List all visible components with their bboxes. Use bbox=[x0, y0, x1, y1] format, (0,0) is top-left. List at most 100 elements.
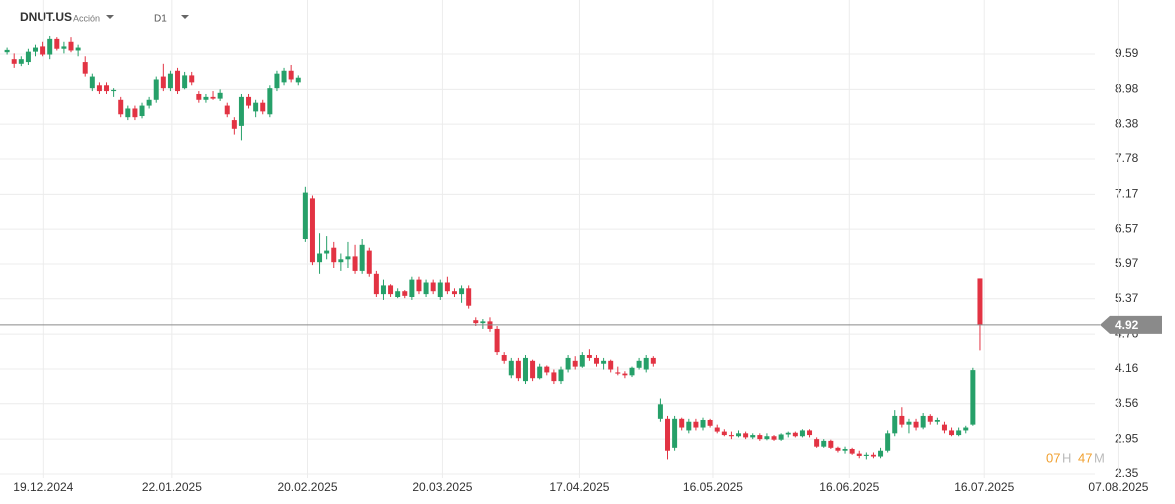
candle-body bbox=[451, 291, 457, 295]
candle-body bbox=[856, 453, 862, 456]
candle-body bbox=[565, 357, 571, 370]
candle-body bbox=[40, 46, 46, 55]
candle-body bbox=[231, 120, 237, 129]
candle-body bbox=[68, 41, 74, 51]
candle-body bbox=[409, 279, 415, 298]
candle-body bbox=[175, 70, 181, 92]
candle-body bbox=[288, 70, 294, 80]
candle-body bbox=[686, 421, 692, 431]
candle-body bbox=[615, 372, 621, 374]
candle-body bbox=[388, 285, 394, 295]
candle-body bbox=[672, 418, 678, 448]
candle-body bbox=[352, 256, 358, 271]
candle-body bbox=[842, 448, 848, 451]
candle-body bbox=[153, 79, 159, 100]
countdown-minutes: 47 bbox=[1078, 450, 1092, 465]
candle-body bbox=[949, 430, 955, 436]
candle-body bbox=[792, 432, 798, 437]
candle-body bbox=[906, 421, 912, 425]
candle-body bbox=[246, 96, 252, 106]
y-tick-label: 5.37 bbox=[1115, 291, 1139, 305]
candle-body bbox=[4, 49, 10, 53]
candle-body bbox=[650, 357, 656, 364]
x-tick-label: 17.04.2025 bbox=[549, 480, 609, 494]
y-tick-label: 4.16 bbox=[1115, 361, 1139, 375]
x-tick-label: 16.06.2025 bbox=[819, 480, 879, 494]
interval: D1 bbox=[154, 14, 167, 25]
x-tick-label: 16.05.2025 bbox=[683, 480, 743, 494]
candle-body bbox=[956, 430, 962, 436]
candle-body bbox=[870, 454, 876, 457]
candle-body bbox=[636, 360, 642, 368]
candle-body bbox=[359, 244, 365, 271]
candle-body bbox=[380, 285, 386, 295]
candle-body bbox=[665, 418, 671, 451]
candle-body bbox=[679, 418, 685, 428]
candle-body bbox=[260, 102, 266, 112]
last-price-badge bbox=[1100, 315, 1162, 334]
candle-body bbox=[338, 259, 344, 263]
candle-body bbox=[281, 70, 287, 83]
candle-body bbox=[18, 59, 24, 64]
candle-body bbox=[373, 273, 379, 295]
candle-body bbox=[104, 85, 110, 92]
dropdown-icon[interactable] bbox=[106, 15, 114, 19]
candle-body bbox=[345, 256, 351, 260]
candle-body bbox=[309, 198, 315, 263]
candle-body bbox=[302, 192, 308, 239]
candle-body bbox=[224, 105, 230, 115]
candle-body bbox=[139, 105, 145, 117]
candle-body bbox=[96, 85, 102, 92]
y-tick-label: 2.95 bbox=[1115, 431, 1139, 445]
candle-body bbox=[892, 415, 898, 434]
plot: 9.598.988.387.787.176.575.975.374.764.16… bbox=[0, 0, 1162, 494]
instrument: Acción bbox=[73, 13, 100, 23]
candle-body bbox=[799, 430, 805, 437]
candle-body bbox=[544, 366, 550, 373]
candle-body bbox=[444, 282, 450, 292]
candle-body bbox=[33, 47, 39, 52]
candle-body bbox=[828, 440, 834, 448]
candle-body bbox=[551, 372, 557, 382]
y-tick-label: 3.56 bbox=[1115, 396, 1139, 410]
candle-body bbox=[757, 435, 763, 440]
candle-body bbox=[714, 427, 720, 432]
candle-body bbox=[785, 432, 791, 435]
candle-body bbox=[324, 250, 330, 254]
candle-body bbox=[750, 435, 756, 438]
candle-body bbox=[501, 355, 507, 361]
x-tick-label: 20.02.2025 bbox=[277, 480, 337, 494]
candle-body bbox=[47, 38, 53, 55]
candle-body bbox=[295, 77, 301, 83]
dropdown-icon[interactable] bbox=[181, 15, 189, 19]
candle-body bbox=[849, 448, 855, 454]
candle-body bbox=[11, 59, 17, 64]
candle-body bbox=[977, 278, 983, 325]
candle-body bbox=[125, 108, 131, 118]
candle-body bbox=[196, 93, 202, 100]
x-tick-label: 22.01.2025 bbox=[142, 480, 202, 494]
candle-body bbox=[430, 282, 436, 292]
candle-body bbox=[480, 321, 486, 324]
candle-body bbox=[835, 447, 841, 451]
candle-body bbox=[629, 367, 635, 376]
countdown-unit: M bbox=[1094, 450, 1105, 465]
candle-body bbox=[366, 250, 372, 274]
candle-body bbox=[913, 421, 919, 428]
y-tick-label: 7.78 bbox=[1115, 151, 1139, 165]
candle-body bbox=[593, 357, 599, 364]
candle-body bbox=[963, 427, 969, 431]
y-tick-label: 2.35 bbox=[1115, 466, 1139, 480]
y-tick-label: 6.57 bbox=[1115, 221, 1139, 235]
candle-body bbox=[459, 288, 465, 295]
candle-body bbox=[899, 415, 905, 425]
x-tick-label: 20.03.2025 bbox=[412, 480, 472, 494]
candle-body bbox=[189, 75, 195, 83]
candle-body bbox=[821, 440, 827, 447]
candle-body bbox=[111, 89, 117, 92]
candle-body bbox=[146, 99, 152, 106]
candle-body bbox=[494, 328, 500, 353]
candle-body bbox=[437, 282, 443, 298]
candle-body bbox=[608, 360, 614, 370]
